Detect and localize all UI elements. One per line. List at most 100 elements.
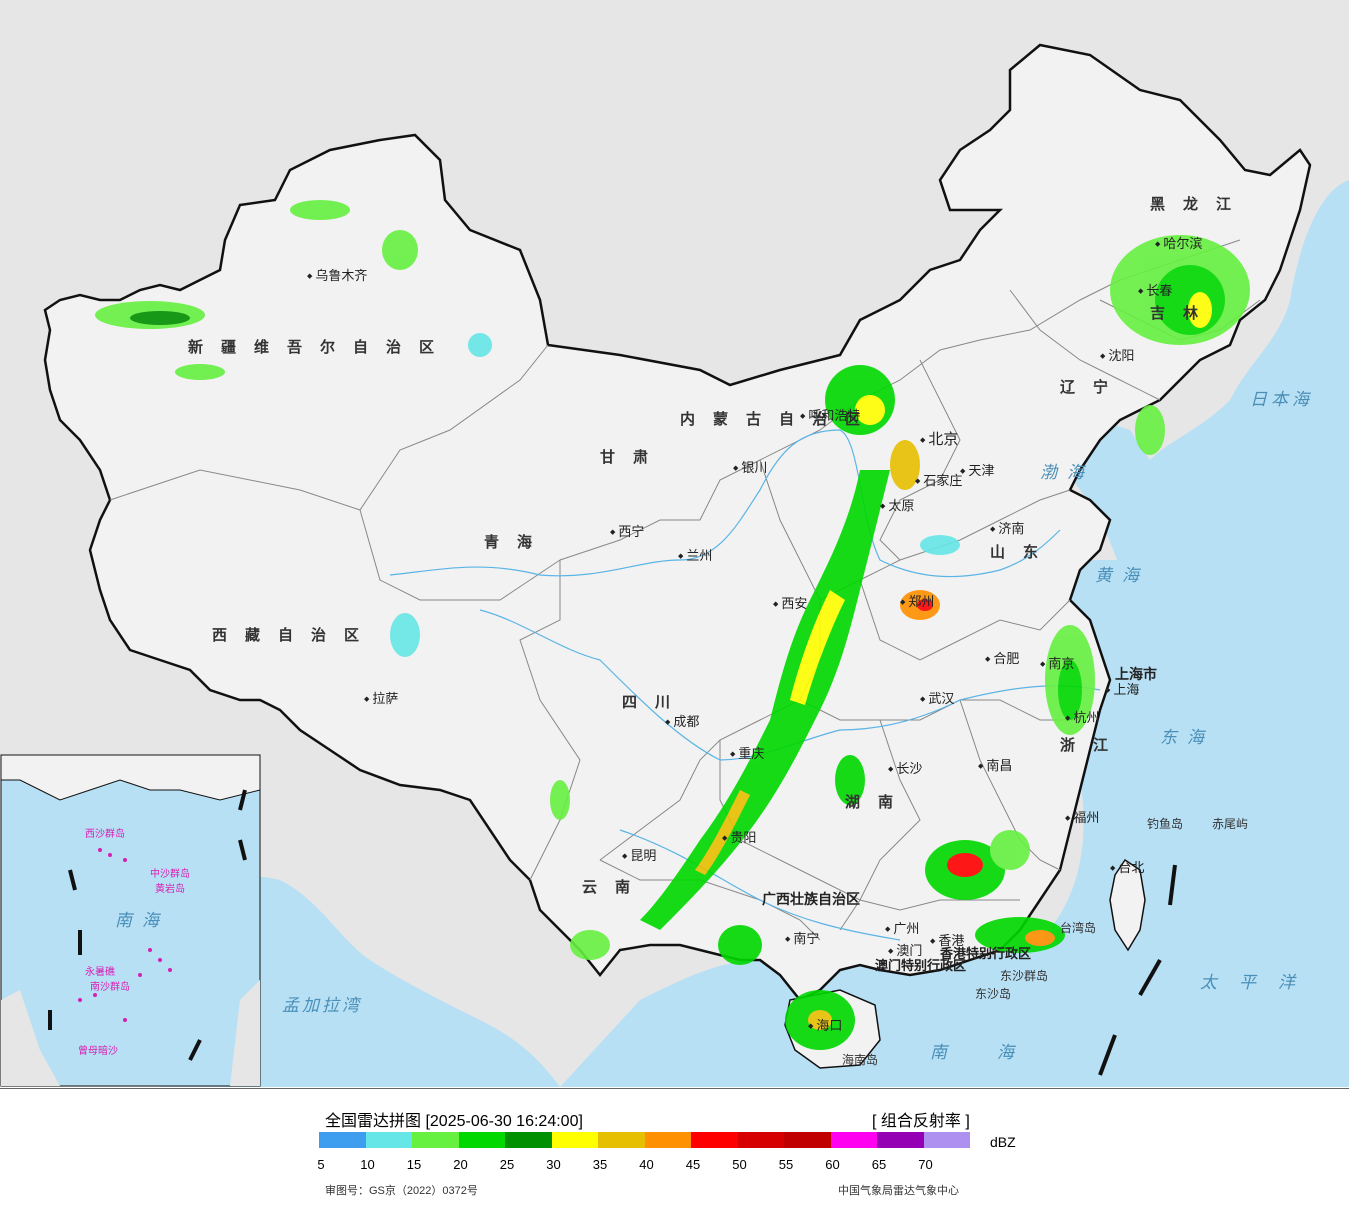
legend-swatch <box>505 1132 552 1148</box>
label-chongqing: 重庆 <box>730 748 764 761</box>
legend-swatch <box>830 1132 877 1148</box>
label-taiwan-island: 台湾岛 <box>1060 921 1097 935</box>
label-shanghai-city: 上海市 <box>1115 667 1157 683</box>
label-gansu: 甘肃 <box>600 448 667 466</box>
label-yunnan: 云南 <box>582 878 649 896</box>
legend-tick-label: 25 <box>499 1157 515 1172</box>
label-wuhan: 武汉 <box>920 693 954 706</box>
label-qinghai: 青海 <box>484 533 551 551</box>
label-yinchuan: 银川 <box>733 462 767 475</box>
legend-tick-label: 50 <box>732 1157 747 1172</box>
label-urumqi: 乌鲁木齐 <box>307 270 367 283</box>
label-xinjiang: 新疆维吾尔自治区 <box>188 338 453 356</box>
label-inset-nansha: 南沙群岛 <box>90 982 130 993</box>
legend-color-bar <box>319 1132 970 1148</box>
label-jilin: 吉林 <box>1150 304 1217 322</box>
legend-swatch <box>319 1132 366 1148</box>
label-macau: 澳门 <box>888 945 922 958</box>
label-yellow-sea: 黄海 <box>1095 566 1149 586</box>
label-dongsha-island: 东沙岛 <box>975 987 1012 1001</box>
label-dongsha: 东沙群岛 <box>1000 969 1049 983</box>
legend-tick-label: 55 <box>778 1157 794 1172</box>
label-chengdu: 成都 <box>665 716 699 729</box>
credit: 中国气象局雷达气象中心 <box>838 1185 959 1197</box>
label-hangzhou: 杭州 <box>1065 712 1099 725</box>
legend-tick-label: 40 <box>639 1157 654 1172</box>
label-south-sea: 南海 <box>930 1043 1064 1063</box>
legend-tick-label: 70 <box>918 1157 933 1172</box>
label-hainan-island: 海南岛 <box>842 1053 879 1067</box>
label-nanchang: 南昌 <box>978 760 1012 773</box>
label-kunming: 昆明 <box>622 850 656 863</box>
label-sichuan: 四川 <box>622 693 689 711</box>
label-fuzhou: 福州 <box>1065 812 1099 825</box>
approval-number: 审图号：GS京（2022）0372号 <box>325 1185 478 1197</box>
legend-swatch <box>691 1132 738 1148</box>
label-inset-zhongsha: 中沙群岛 <box>150 869 190 880</box>
label-haikou: 海口 <box>808 1020 842 1033</box>
legend-swatch <box>412 1132 459 1148</box>
label-inset-yongshu: 永暑礁 <box>85 967 115 978</box>
label-lanzhou: 兰州 <box>678 550 712 563</box>
label-inset-south-sea: 南海 <box>115 911 169 931</box>
legend-title: 全国雷达拼图 [2025-06-30 16:24:00] <box>325 1113 583 1130</box>
label-shenyang: 沈阳 <box>1100 350 1134 363</box>
legend-swatch <box>737 1132 784 1148</box>
legend-swatch <box>923 1132 970 1148</box>
legend-tick-label: 65 <box>871 1157 887 1172</box>
label-tibet: 西藏自治区 <box>212 626 378 644</box>
label-harbin: 哈尔滨 <box>1155 238 1202 251</box>
inset-south-china-sea <box>0 754 261 1087</box>
legend-swatch <box>784 1132 831 1148</box>
legend-tick-label: 10 <box>360 1157 375 1172</box>
label-shandong: 山东 <box>990 543 1057 561</box>
legend-product: [ 组合反射率 ] <box>872 1113 970 1130</box>
label-diaoyu: 钓鱼岛 <box>1147 817 1184 831</box>
taiwan-land <box>1109 858 1146 952</box>
label-liaoning: 辽宁 <box>1060 378 1127 396</box>
legend-swatch <box>644 1132 691 1148</box>
east-pacific-sea <box>560 560 1349 1087</box>
legend-tick-label: 60 <box>825 1157 840 1172</box>
legend-tick-label: 15 <box>406 1157 422 1172</box>
label-nanjing: 南京 <box>1040 658 1074 671</box>
label-chiwei: 赤尾屿 <box>1212 817 1249 831</box>
label-heilongjiang: 黑龙江 <box>1150 195 1250 213</box>
maritime-boundary-lines <box>1098 864 1177 1076</box>
label-guiyang: 贵阳 <box>722 832 756 845</box>
label-tianjin: 天津 <box>960 465 994 478</box>
label-sea-of-japan: 日本海 <box>1250 390 1313 410</box>
label-changchun: 长春 <box>1138 285 1172 298</box>
label-guangzhou: 广州 <box>885 923 919 936</box>
label-jinan: 济南 <box>990 523 1024 536</box>
legend-tick-label: 30 <box>546 1157 561 1172</box>
label-nanning: 南宁 <box>785 933 819 946</box>
legend-swatch <box>877 1132 924 1148</box>
label-east-sea: 东海 <box>1160 728 1214 748</box>
label-changsha: 长沙 <box>888 763 922 776</box>
label-hunan: 湖南 <box>845 793 912 811</box>
label-lhasa: 拉萨 <box>364 693 398 706</box>
label-inset-huangyan: 黄岩岛 <box>155 884 185 895</box>
legend-swatch <box>365 1132 412 1148</box>
label-pacific: 太平洋 <box>1200 973 1317 993</box>
label-bay-of-bengal: 孟加拉湾 <box>282 996 362 1016</box>
legend-tick-label: 5 <box>317 1157 325 1172</box>
legend-swatch <box>598 1132 645 1148</box>
legend-swatch <box>458 1132 505 1148</box>
label-inset-zengmu: 曾母暗沙 <box>78 1046 118 1057</box>
legend-tick-label: 45 <box>685 1157 701 1172</box>
label-bohai: 渤海 <box>1040 463 1094 483</box>
label-hongkong: 香港 <box>930 935 964 948</box>
legend-unit: dBZ <box>990 1134 1016 1150</box>
label-hefei: 合肥 <box>985 653 1019 666</box>
label-inset-xisha: 西沙群岛 <box>85 829 125 840</box>
label-taiyuan: 太原 <box>880 500 914 513</box>
legend-tick-label: 20 <box>453 1157 468 1172</box>
label-hongkong-sar: 香港特别行政区 <box>940 947 1032 962</box>
label-xian: 西安 <box>773 598 807 611</box>
label-shijiazhuang: 石家庄 <box>915 475 962 488</box>
label-beijing: 北京 <box>920 432 958 447</box>
label-hohhot: 呼和浩特 <box>800 410 860 423</box>
